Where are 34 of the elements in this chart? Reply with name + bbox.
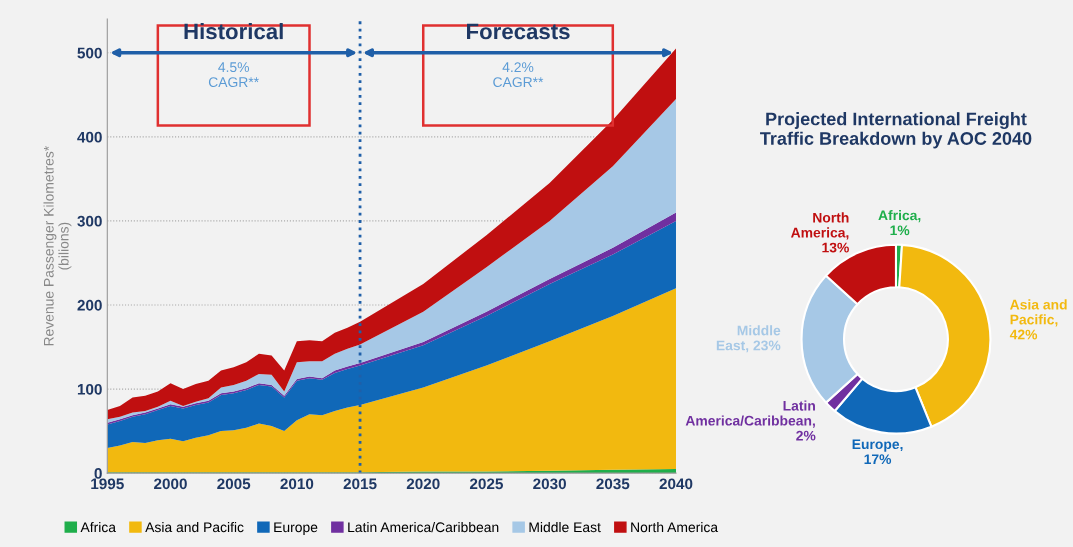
y-tick-label: 500 xyxy=(77,47,102,59)
legend-label: Asia and Pacific xyxy=(145,521,244,533)
legend-label: North America xyxy=(631,521,719,533)
x-tick-label: 2030 xyxy=(533,478,566,490)
legend-label: Europe xyxy=(274,522,318,535)
y-tick-label: 400 xyxy=(77,131,102,143)
x-tick-label: 1995 xyxy=(91,478,124,490)
x-tick-label: 2010 xyxy=(280,478,314,490)
data-label: Middle East, 23% xyxy=(716,325,781,353)
x-tick-label: 2000 xyxy=(154,478,187,490)
legend-label: Africa xyxy=(80,521,116,533)
legend-label: Middle East xyxy=(529,521,601,533)
annotation: 4.5% CAGR** xyxy=(208,62,259,88)
y-axis-title: Revenue Passenger Kilometres* (bilions) xyxy=(43,146,72,346)
annotation: Forecasts xyxy=(467,23,570,40)
data-label: North America, 13% xyxy=(791,212,849,253)
y-tick-label: 200 xyxy=(77,299,102,311)
data-label: Africa, 1% xyxy=(878,210,921,236)
x-tick-label: 2020 xyxy=(406,478,440,490)
data-label: Europe, 17% xyxy=(852,439,903,465)
y-tick-label: 300 xyxy=(77,215,102,227)
annotation: 4.2% CAGR** xyxy=(493,62,544,88)
annotation: Historical xyxy=(184,22,283,40)
data-label: Asia and Pacific, 42% xyxy=(1009,299,1067,340)
x-tick-label: 2005 xyxy=(217,478,251,490)
y-tick-label: 0 xyxy=(94,468,102,479)
x-tick-label: 2035 xyxy=(596,478,630,490)
legend-label: Latin America/Caribbean xyxy=(348,521,499,533)
data-label: Latin America/Caribbean, 2% xyxy=(685,400,816,441)
x-tick-label: 2025 xyxy=(469,478,503,490)
x-tick-label: 2040 xyxy=(659,478,693,490)
y-tick-label: 100 xyxy=(77,383,102,395)
chart-title: Projected International Freight Traffic Breakdown by AOC 2040 xyxy=(760,112,1032,149)
x-tick-label: 2015 xyxy=(343,478,377,490)
